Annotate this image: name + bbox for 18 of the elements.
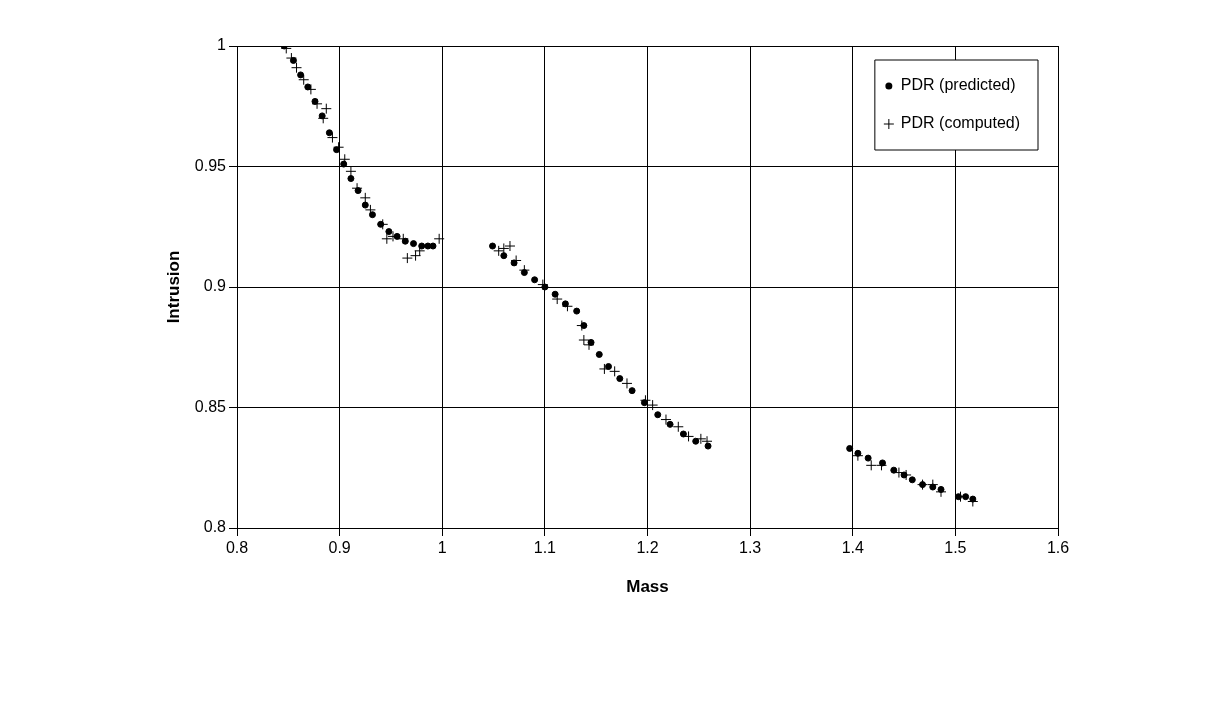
x-tick-label: 1.1: [533, 539, 557, 557]
x-tick-label: 1.4: [841, 539, 864, 557]
y-tick-label: 0.95: [194, 156, 227, 174]
x-tick-label: 0.8: [225, 539, 249, 557]
x-tick-label: 1.3: [739, 539, 762, 557]
x-axis-title: Mass: [626, 577, 669, 597]
y-tick-label: 0.8: [203, 518, 227, 536]
y-tick-label: 0.85: [194, 397, 227, 415]
y-tick-label: 0.9: [203, 277, 227, 295]
x-tick-label: 1.6: [1046, 539, 1070, 557]
x-tick-label: 1.2: [636, 539, 659, 557]
legend-label: PDR (computed): [900, 114, 1021, 132]
x-tick-label: 1.5: [944, 539, 967, 557]
y-tick-label: 1: [217, 36, 227, 54]
y-axis-title: Intrusion: [163, 250, 183, 324]
x-tick-label: 1: [437, 539, 447, 557]
x-tick-label: 0.9: [328, 539, 351, 557]
legend-label: PDR (predicted): [900, 76, 1016, 94]
